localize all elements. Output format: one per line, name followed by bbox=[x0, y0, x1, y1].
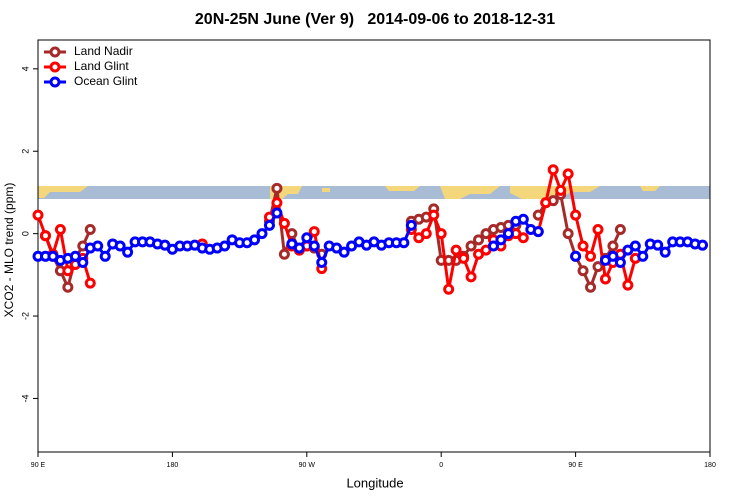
y-tick-label: -4 bbox=[20, 394, 30, 402]
data-point bbox=[607, 250, 619, 262]
data-point bbox=[219, 240, 231, 252]
data-point bbox=[592, 261, 604, 273]
data-point bbox=[629, 240, 641, 252]
data-point bbox=[84, 224, 96, 236]
data-point bbox=[428, 209, 440, 221]
data-point bbox=[562, 228, 574, 240]
data-point bbox=[271, 207, 283, 219]
data-point bbox=[263, 219, 275, 231]
data-point bbox=[278, 217, 290, 229]
data-point bbox=[517, 213, 529, 225]
data-point bbox=[465, 271, 477, 283]
data-point bbox=[39, 230, 51, 242]
y-axis-label: XCO2 - MLO trend (ppm) bbox=[2, 183, 16, 318]
map-strip bbox=[38, 186, 710, 199]
data-point bbox=[308, 226, 320, 238]
y-tick-label: 0 bbox=[20, 231, 30, 236]
data-point bbox=[592, 224, 604, 236]
data-point bbox=[293, 242, 305, 254]
legend-marker bbox=[49, 76, 61, 88]
data-point bbox=[62, 281, 74, 293]
data-point bbox=[652, 239, 664, 251]
data-point bbox=[69, 250, 81, 262]
y-tick-label: -2 bbox=[20, 312, 30, 320]
data-point bbox=[450, 244, 462, 256]
data-point bbox=[62, 265, 74, 277]
data-point bbox=[555, 184, 567, 196]
data-point bbox=[585, 281, 597, 293]
data-point bbox=[435, 228, 447, 240]
chart-title: 20N-25N June (Ver 9) 2014-09-06 to 2018-… bbox=[195, 11, 555, 28]
x-tick-label: 90 E bbox=[568, 462, 583, 469]
data-point bbox=[614, 224, 626, 236]
data-point bbox=[99, 250, 111, 262]
data-point bbox=[659, 246, 671, 258]
data-point bbox=[249, 234, 261, 246]
data-point bbox=[271, 182, 283, 194]
y-tick-label: 2 bbox=[20, 149, 30, 154]
data-point bbox=[570, 209, 582, 221]
legend-marker bbox=[49, 46, 61, 58]
data-point bbox=[92, 240, 104, 252]
data-point bbox=[547, 164, 559, 176]
x-axis-label: Longitude bbox=[346, 475, 403, 490]
x-tick-label: 180 bbox=[167, 462, 179, 469]
data-point bbox=[443, 283, 455, 295]
data-point bbox=[487, 240, 499, 252]
data-point bbox=[495, 234, 507, 246]
data-point bbox=[458, 252, 470, 264]
data-point bbox=[614, 256, 626, 268]
data-point bbox=[607, 240, 619, 252]
data-point bbox=[697, 239, 709, 251]
data-point bbox=[577, 265, 589, 277]
data-point bbox=[420, 228, 432, 240]
data-point bbox=[308, 240, 320, 252]
data-point bbox=[465, 240, 477, 252]
x-tick-label: 90 E bbox=[31, 462, 46, 469]
data-point bbox=[278, 248, 290, 260]
data-point bbox=[637, 250, 649, 262]
data-point bbox=[570, 250, 582, 262]
data-point bbox=[122, 246, 134, 258]
data-point bbox=[599, 273, 611, 285]
data-point bbox=[540, 197, 552, 209]
data-point bbox=[502, 228, 514, 240]
data-point bbox=[398, 237, 410, 249]
data-point bbox=[316, 256, 328, 268]
legend-label: Land Nadir bbox=[74, 44, 133, 58]
data-point bbox=[54, 224, 66, 236]
legend-label: Ocean Glint bbox=[74, 74, 138, 88]
data-point bbox=[585, 250, 597, 262]
x-tick-label: 180 bbox=[704, 462, 716, 469]
x-tick-label: 90 W bbox=[299, 462, 316, 469]
data-point bbox=[338, 246, 350, 258]
data-point bbox=[562, 168, 574, 180]
plot-frame bbox=[37, 39, 711, 453]
data-point bbox=[84, 277, 96, 289]
data-point bbox=[301, 232, 313, 244]
data-point bbox=[405, 219, 417, 231]
data-point bbox=[532, 226, 544, 238]
data-point bbox=[517, 232, 529, 244]
data-point bbox=[32, 209, 44, 221]
data-point bbox=[256, 228, 268, 240]
data-point bbox=[473, 234, 485, 246]
legend-label: Land Glint bbox=[74, 59, 129, 73]
data-point bbox=[271, 197, 283, 209]
y-tick-label: 4 bbox=[20, 66, 30, 71]
data-point bbox=[577, 240, 589, 252]
legend-marker bbox=[49, 61, 61, 73]
data-point bbox=[77, 256, 89, 268]
x-tick-label: 0 bbox=[439, 462, 443, 469]
data-point bbox=[622, 279, 634, 291]
data-point bbox=[114, 240, 126, 252]
